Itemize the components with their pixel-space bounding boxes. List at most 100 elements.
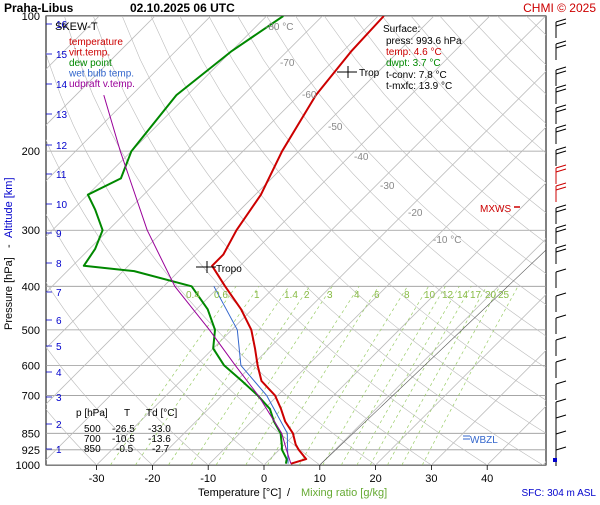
mixing-ratio-tick-label: 4 (354, 290, 360, 301)
wind-barb-flag (556, 41, 566, 44)
wind-barb (556, 41, 566, 60)
altitude-tick-label: 6 (56, 316, 62, 327)
wind-barb-flag (556, 205, 566, 208)
temp-tick-label: -10 (200, 473, 216, 485)
wind-barb-flag (556, 109, 566, 112)
table-header-td: Td [°C] (146, 408, 177, 419)
wind-barb (556, 105, 566, 124)
diagram-type: SKEW-T (55, 21, 98, 33)
altitude-tick-label: 2 (56, 420, 62, 431)
pressure-tick-label: 925 (22, 445, 40, 457)
wind-barb-flag (556, 151, 566, 154)
level-table: p [hPa] T Td [°C] 500 -26.5 -33.0 700 -1… (76, 408, 177, 455)
mixing-ratio-tick-label: 2 (304, 290, 310, 301)
wind-barb-flag (556, 89, 566, 92)
x-axis-label: Temperature [°C] (198, 487, 281, 499)
surface-dwpt: dwpt: 3.7 °C (386, 58, 441, 69)
datetime-label: 02.10.2025 06 UTC (130, 1, 235, 15)
sfc-label: SFC: 304 m ASL (522, 488, 597, 499)
altitude-tick-label: 1 (56, 445, 62, 456)
isotherm-label: -10 °C (433, 235, 461, 246)
mixing-ratio-tick-label: 3 (327, 290, 333, 301)
wind-barb-flag (556, 209, 566, 212)
x-axis-separator: / (287, 487, 291, 499)
mixing-ratio-tick-label: 25 (498, 290, 510, 301)
legend-item: udpraft v.temp. (69, 79, 135, 90)
mixing-ratio-tick-label: 12 (442, 290, 454, 301)
isotherm-label: -60 (302, 90, 317, 101)
altitude-tick-label: 3 (56, 393, 62, 404)
wind-barb-flag (556, 67, 566, 70)
legend-item: temperature (69, 37, 123, 48)
wind-barb-flag (556, 71, 566, 74)
wind-barb-flag (556, 147, 566, 150)
altitude-tick-label: 13 (56, 110, 68, 121)
temp-tick-label: 10 (314, 473, 326, 485)
y-axis-label: Pressure [hPa] (3, 257, 15, 330)
wind-barb (556, 269, 566, 288)
y-axis-separator: - (3, 244, 15, 248)
wind-barb-flag (556, 165, 566, 168)
pressure-tick-label: 1000 (16, 460, 40, 472)
mixing-ratio-label: Mixing ratio [g/kg] (301, 487, 387, 499)
wind-barb-flag (556, 85, 566, 88)
wind-barb-flag (556, 23, 566, 26)
surface-tconv: t-conv: 7.8 °C (386, 70, 447, 81)
table-header-p: p [hPa] (76, 408, 108, 419)
pressure-tick-label: 500 (22, 325, 40, 337)
altitude-tick-label: 11 (56, 170, 67, 181)
wind-barb-flag (556, 249, 566, 252)
temp-tick-label: 20 (369, 473, 381, 485)
altitude-axis-label: Altitude [km] (3, 177, 15, 238)
wind-barb (556, 205, 566, 224)
sfc-marker (553, 458, 557, 462)
mxws-label: MXWS (480, 204, 511, 215)
legend-item: dew point (69, 58, 112, 69)
altitude-tick-label: 4 (56, 368, 62, 379)
y-axis-title: Pressure [hPa] - Altitude [km] (3, 177, 15, 330)
station-name: Praha-Libus (4, 1, 74, 15)
table-cell: -0.5 (116, 444, 134, 455)
wind-barb (556, 19, 566, 38)
table-cell: 850 (84, 444, 101, 455)
isotherm-label: -50 (328, 122, 343, 133)
mixing-ratio-tick-label: 14 (457, 290, 469, 301)
wbzl-label: WBZL (470, 435, 498, 446)
mixing-ratio-tick-label: 17 (470, 290, 482, 301)
temp-tick-label: -30 (89, 473, 105, 485)
isotherm-label: -70 (280, 58, 295, 69)
wind-barb (556, 125, 566, 144)
wind-barb-flag (556, 169, 566, 172)
wind-barb-flag (556, 229, 566, 232)
altitude-tick-label: 8 (56, 259, 62, 270)
pressure-tick-label: 850 (22, 428, 40, 440)
wind-barb-flag (556, 45, 566, 48)
pressure-tick-label: 700 (22, 390, 40, 402)
mixing-ratio-tick-label: 1.4 (284, 290, 298, 301)
trop-label: Trop (359, 68, 380, 79)
credit-label: CHMI © 2025 (523, 1, 596, 15)
wind-barb (556, 359, 566, 378)
wind-barb-flag (556, 337, 566, 340)
wind-barb-flag (556, 125, 566, 128)
wind-barb (556, 183, 566, 202)
altitude-tick-label: 5 (56, 342, 62, 353)
altitude-tick-label: 14 (56, 80, 68, 91)
mixing-ratio-tick-label: 6 (374, 290, 380, 301)
surface-press: press: 993.6 hPa (386, 36, 462, 47)
pressure-tick-label: 600 (22, 360, 40, 372)
wind-barb-flag (556, 431, 566, 434)
wind-barb-flag (556, 19, 566, 22)
surface-tmxfc: t-mxfc: 13.9 °C (386, 81, 452, 92)
wind-barb (556, 85, 566, 104)
wind-barb (556, 315, 566, 334)
wind-barb-flag (556, 315, 566, 318)
wind-barb (556, 337, 566, 356)
wind-barb (556, 165, 566, 184)
mixing-ratio-tick-label: 8 (404, 290, 410, 301)
wind-barb (556, 293, 566, 312)
wind-barb-flag (556, 359, 566, 362)
temp-tick-label: -20 (144, 473, 160, 485)
wind-barb-flag (556, 129, 566, 132)
altitude-tick-label: 15 (56, 50, 68, 61)
